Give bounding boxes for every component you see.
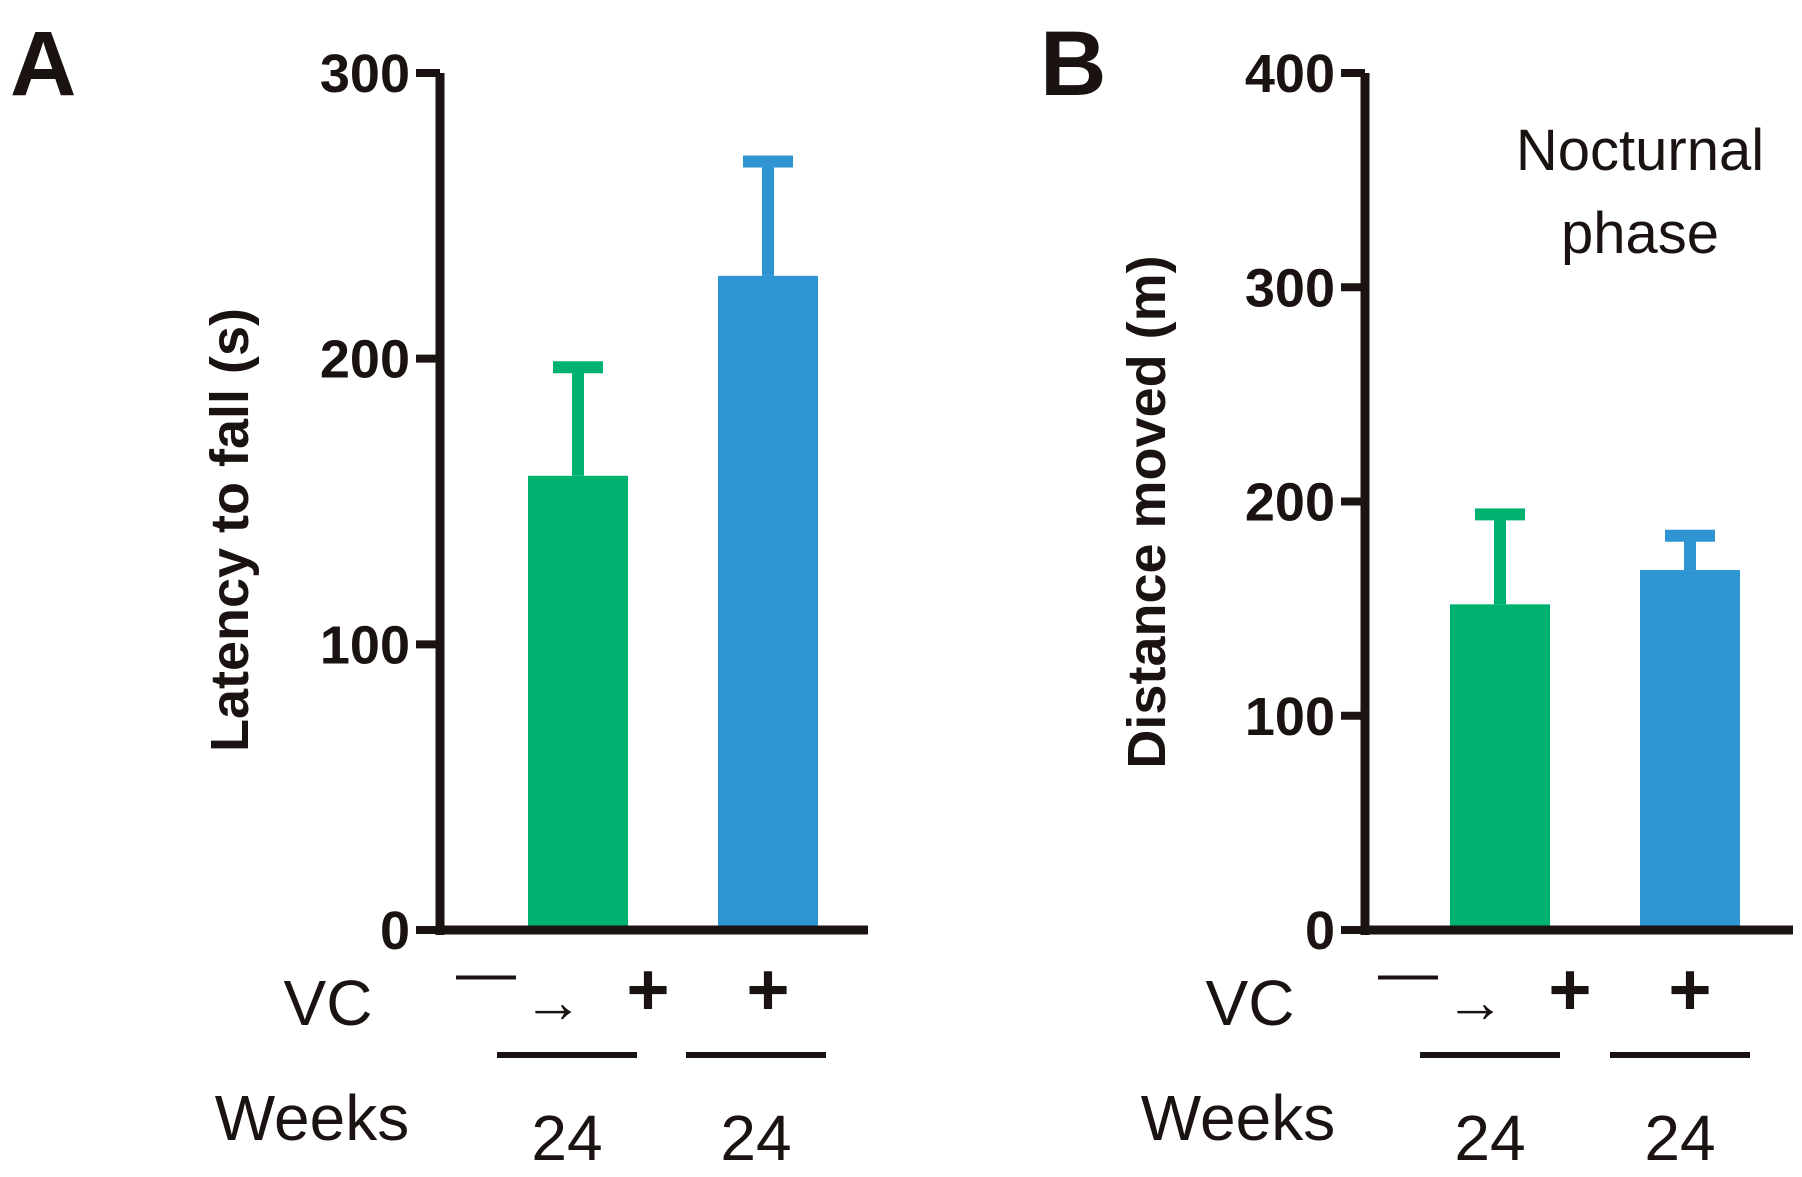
vc-plus-b-1: + [1548,948,1591,1031]
bar-a-1 [528,475,628,930]
y-tick-label-b-4: 400 [1245,44,1335,104]
vc-arrow-b-1: → [1445,968,1505,1035]
vc-arrow-a-1: → [523,968,583,1035]
vc-row-label-b: VC [1206,967,1295,1039]
y-tick-label-a-0: 0 [380,901,410,961]
annotation-line-1: Nocturnal [1516,118,1764,183]
vc-plus-b-2: + [1668,948,1711,1031]
y-tick-label-a-1: 100 [320,615,410,675]
y-tick-label-b-2: 200 [1245,473,1335,533]
y-axis-title-b: Distance moved (m) [1117,255,1177,768]
panel-letter-b: B [1040,13,1106,115]
bar-b-2 [1640,570,1740,930]
bar-a-2 [718,275,818,930]
panel-b: B Distance moved (m) Nocturnal phase VC … [1040,13,1793,1174]
annotation-line-2: phase [1561,201,1719,266]
vc-row-label-a: VC [284,967,373,1039]
y-tick-label-a-3: 300 [320,44,410,104]
vc-plus-a-1: + [626,948,669,1031]
weeks-value-a-2: 24 [720,1102,791,1174]
panel-letter-a: A [10,13,76,115]
bar-b-1 [1450,604,1550,930]
y-tick-label-b-3: 300 [1245,258,1335,318]
vc-minus-a-1: — [456,939,516,1006]
vc-minus-b-1: — [1378,939,1438,1006]
weeks-row-label-a: Weeks [215,1082,409,1154]
weeks-value-a-1: 24 [531,1102,602,1174]
y-tick-label-b-0: 0 [1305,901,1335,961]
panel-a: A Latency to fall (s) VC Weeks 0 100 200 30… [10,13,868,1174]
vc-plus-a-2: + [746,948,789,1031]
weeks-row-label-b: Weeks [1141,1082,1335,1154]
weeks-value-b-1: 24 [1454,1102,1525,1174]
y-tick-label-b-1: 100 [1245,687,1335,747]
y-axis-title-a: Latency to fall (s) [200,308,260,752]
weeks-value-b-2: 24 [1644,1102,1715,1174]
y-tick-label-a-2: 200 [320,330,410,390]
